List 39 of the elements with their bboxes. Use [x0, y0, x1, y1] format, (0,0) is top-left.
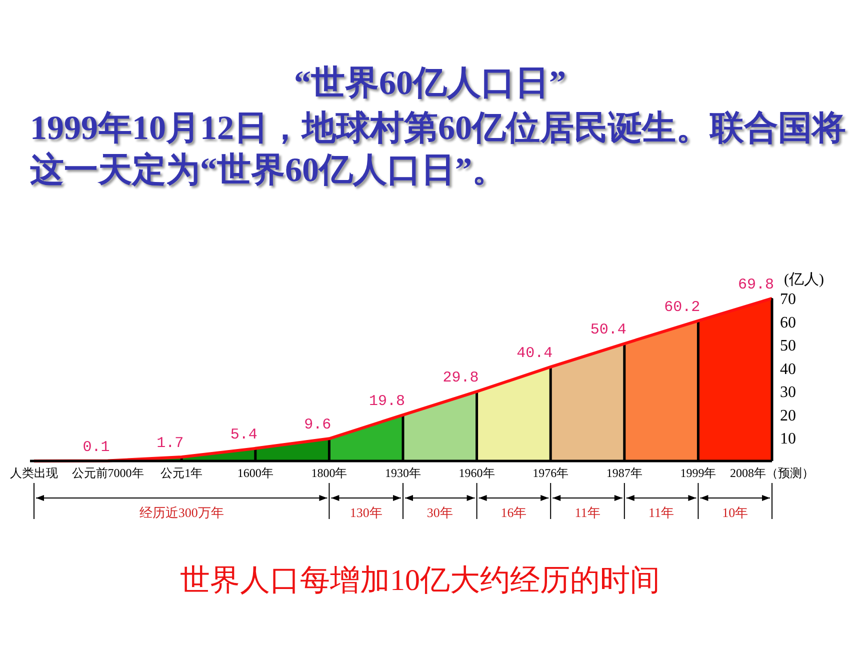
x-tick-label: 1987年: [606, 466, 642, 480]
x-tick-label: 人类出现: [10, 466, 58, 480]
annotation: 11年: [648, 505, 674, 520]
x-tick-label: 1600年: [237, 466, 274, 480]
annotation: 世界人口每增加10亿大约经历的时间: [179, 563, 661, 599]
annotation: 经历近300万年: [139, 505, 224, 520]
x-tick-label: 1999年: [680, 466, 716, 480]
x-tick-label: 1930年: [385, 466, 421, 480]
data-label: 50.4: [590, 322, 626, 339]
x-tick-label: 2008年（预测）: [730, 466, 814, 480]
y-tick-label: 30: [780, 384, 796, 402]
title: “世界60亿人口日”: [293, 64, 567, 104]
data-label: 1.7: [156, 435, 184, 452]
x-tick-label: 1800年: [311, 466, 348, 480]
data-label: 69.8: [738, 276, 774, 294]
data-label: 60.2: [664, 298, 700, 316]
x-tick-label: 公元1年: [160, 466, 203, 480]
data-label: 40.4: [516, 344, 553, 362]
data-label: 0.1: [82, 438, 110, 456]
ylabel: (亿人): [784, 272, 824, 288]
subtitle: 1999年10月12日，地球村第60亿位居民诞生。联合国将这一天定为“世界60亿人口日”。: [30, 109, 847, 191]
y-tick-label: 20: [780, 407, 796, 424]
annotation: 11年: [574, 505, 600, 520]
x-tick-label: 1976年: [532, 466, 569, 480]
annotation: 30年: [426, 505, 453, 520]
data-label: 9.6: [304, 416, 332, 434]
x-tick-label: 公元前7000年: [72, 466, 144, 480]
data-label: 5.4: [230, 426, 258, 444]
data-label: 29.8: [442, 370, 479, 387]
y-tick-label: 60: [780, 314, 796, 332]
y-tick-label: 40: [780, 360, 796, 378]
y-tick-label: 10: [780, 430, 796, 448]
annotation: 130年: [350, 505, 382, 520]
y-tick-label: 50: [780, 338, 796, 355]
y-tick-label: 70: [780, 291, 796, 308]
annotation: 16年: [500, 505, 527, 520]
annotation: 10年: [722, 505, 748, 520]
x-tick-label: 1960年: [458, 466, 495, 480]
data-label: 19.8: [368, 392, 405, 410]
